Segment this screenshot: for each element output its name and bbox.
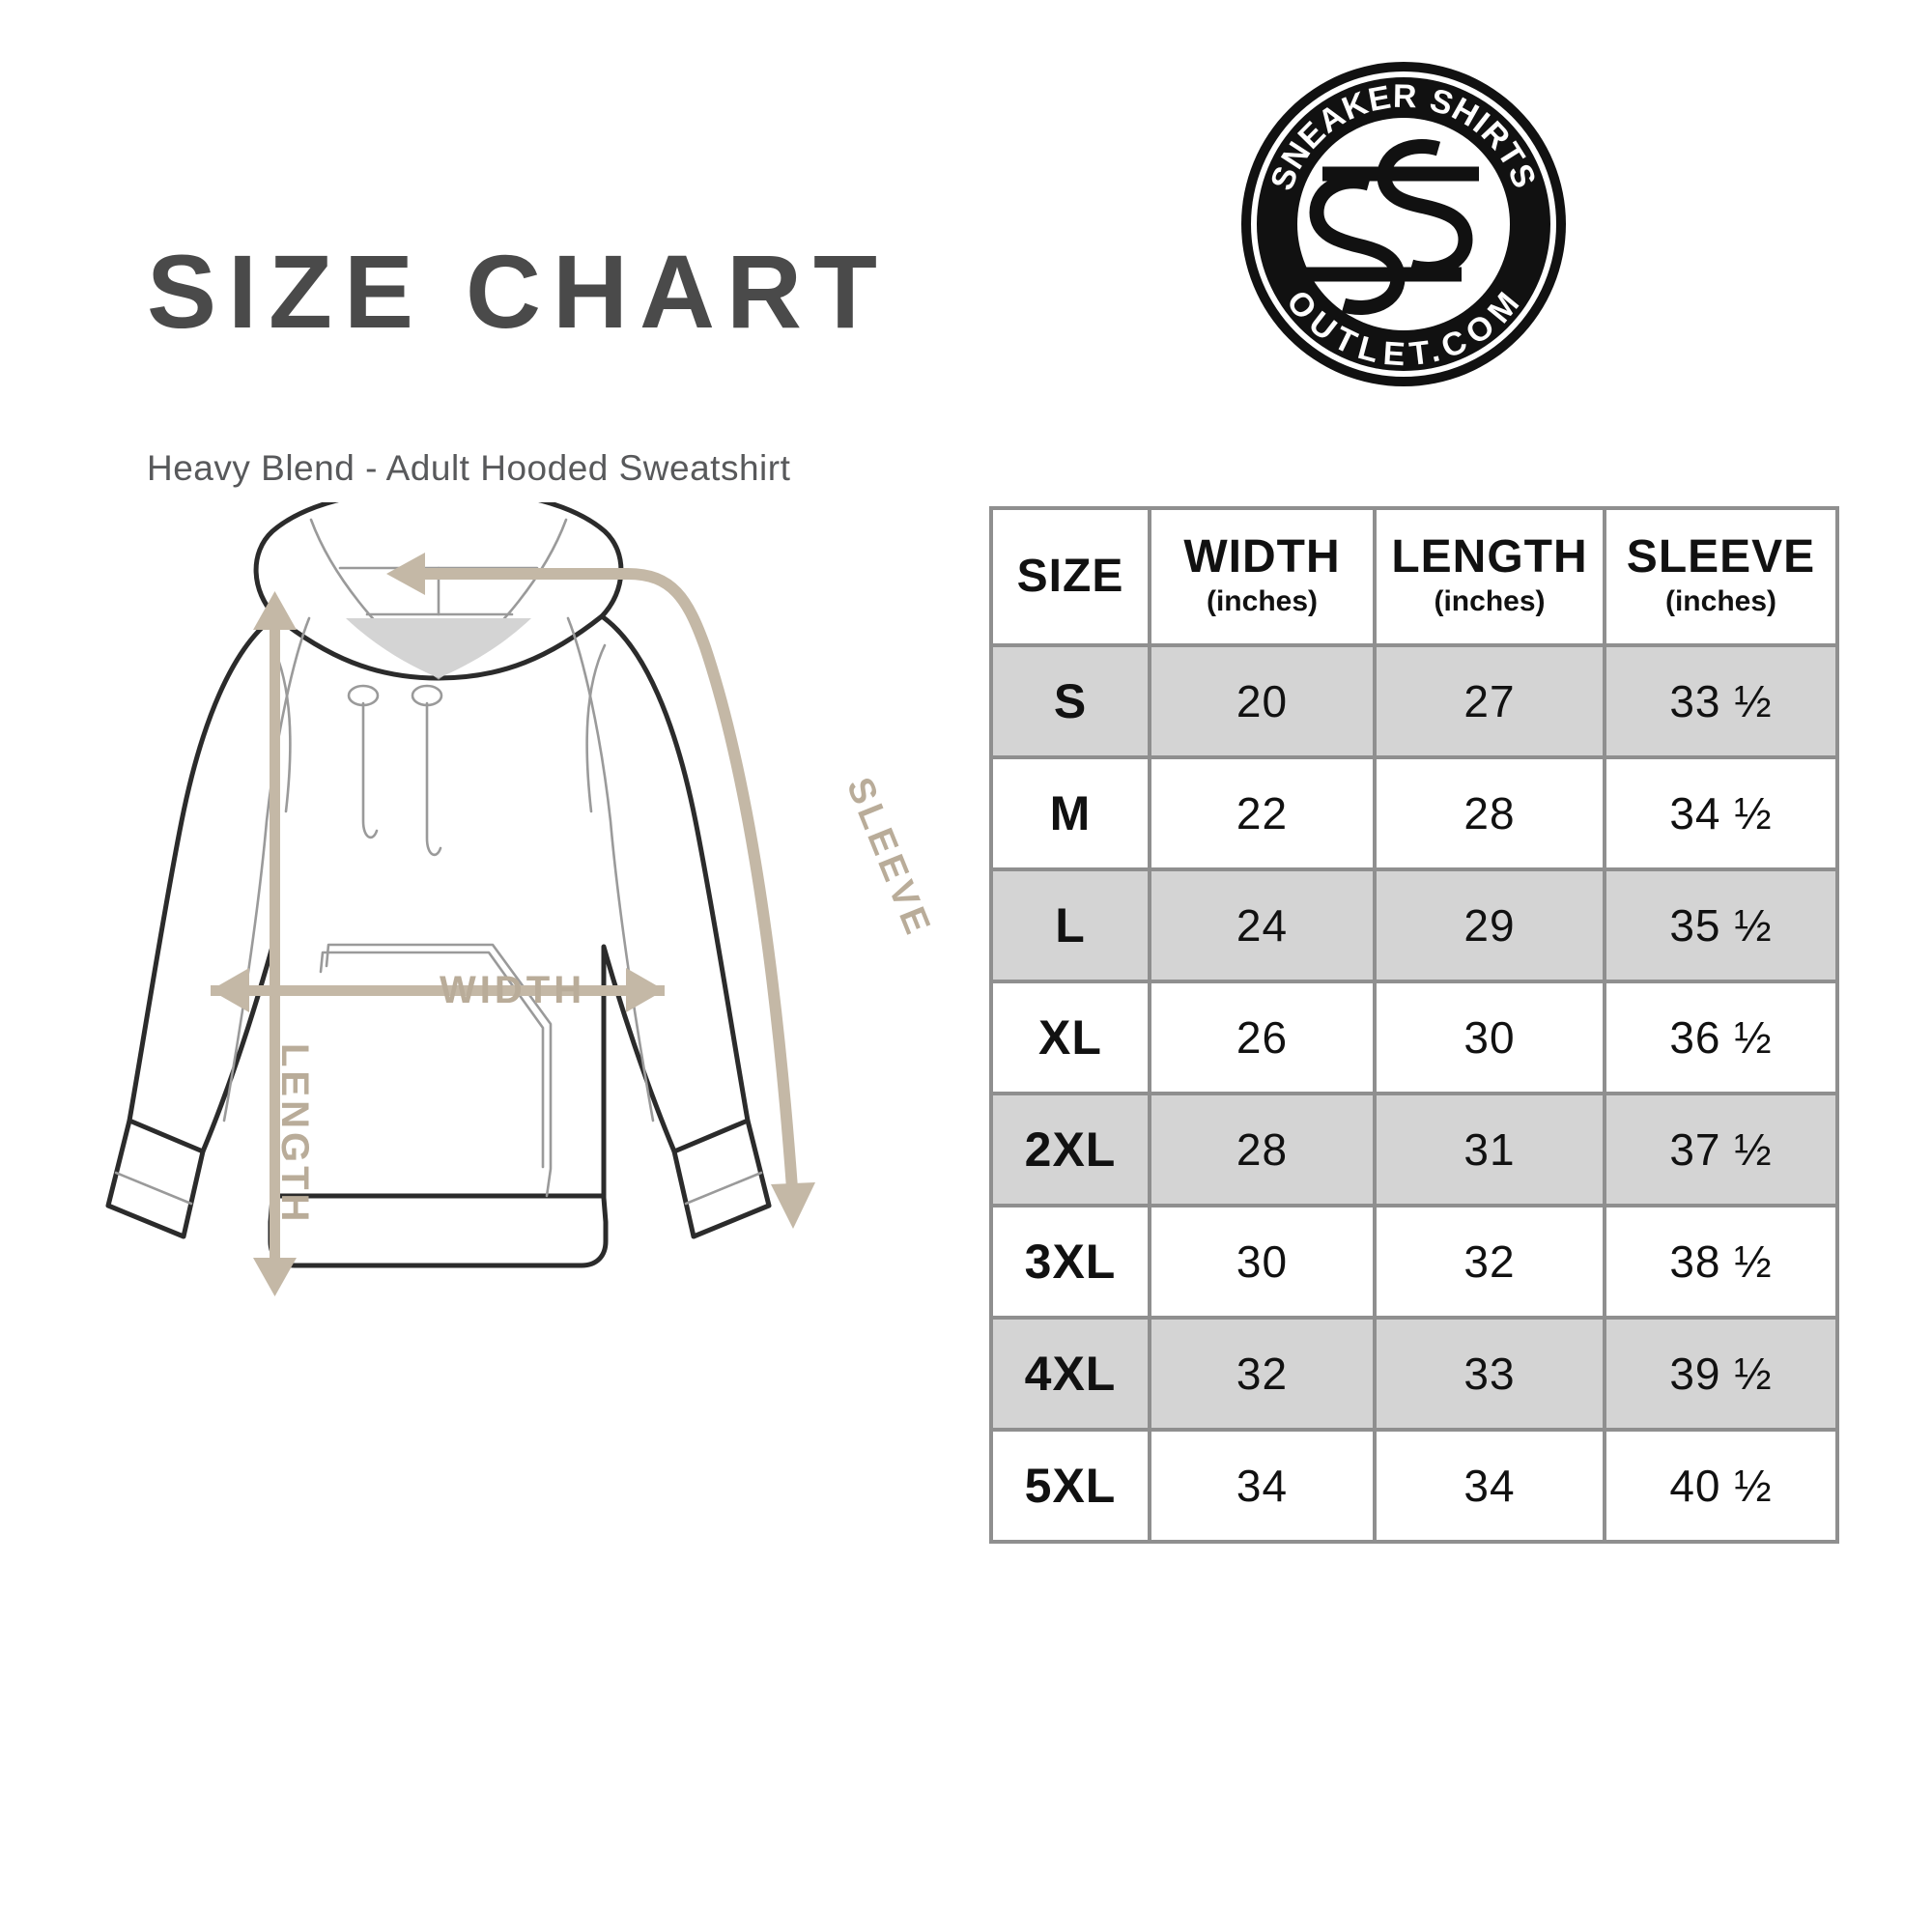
cell-length: 33 (1373, 1316, 1606, 1432)
table-row: 2XL 28 31 37 ½ (989, 1092, 1839, 1208)
shoulder-seam-left (222, 616, 311, 1122)
column-header-length: LENGTH (inches) (1373, 506, 1606, 647)
kangaroo-pocket (319, 943, 553, 1198)
table-row: 3XL 30 32 38 ½ (989, 1204, 1839, 1320)
length-measurement-label: LENGTH (273, 1043, 316, 1226)
hoodie-right-cuff (671, 1118, 772, 1239)
cell-size: 3XL (989, 1204, 1151, 1320)
cell-sleeve: 34 ½ (1603, 755, 1839, 871)
cell-sleeve: 37 ½ (1603, 1092, 1839, 1208)
table-row: 4XL 32 33 39 ½ (989, 1316, 1839, 1432)
page-subtitle: Heavy Blend - Adult Hooded Sweatshirt (147, 448, 791, 488)
right-cuff-inner (684, 1171, 763, 1206)
cell-length: 31 (1373, 1092, 1606, 1208)
cell-length: 28 (1373, 755, 1606, 871)
table-row: L 24 29 35 ½ (989, 867, 1839, 983)
sleeve-arrow (386, 553, 815, 1229)
width-arrow (211, 968, 665, 1012)
column-header-size: SIZE (989, 506, 1151, 647)
hoodie-left-cuff (105, 1118, 206, 1239)
cell-size: 2XL (989, 1092, 1151, 1208)
hood-drawstrings (347, 684, 443, 857)
cell-width: 26 (1148, 980, 1377, 1095)
cell-length: 30 (1373, 980, 1606, 1095)
cell-sleeve: 39 ½ (1603, 1316, 1839, 1432)
cell-width: 22 (1148, 755, 1377, 871)
column-header-sleeve: SLEEVE (inches) (1603, 506, 1839, 647)
size-table: SIZE WIDTH (inches) LENGTH (inches) SLEE… (989, 506, 1839, 1544)
cell-width: 28 (1148, 1092, 1377, 1208)
page-title: SIZE CHART (147, 233, 889, 350)
column-header-length-main: LENGTH (1391, 530, 1588, 582)
cell-width: 24 (1148, 867, 1377, 983)
column-header-width: WIDTH (inches) (1148, 506, 1377, 647)
cell-length: 34 (1373, 1428, 1606, 1544)
table-row: S 20 27 33 ½ (989, 643, 1839, 759)
column-header-length-sub: (inches) (1434, 585, 1546, 618)
width-measurement-label: WIDTH (440, 969, 586, 1011)
cell-size: M (989, 755, 1151, 871)
brand-logo: SNEAKER SHIRTS OUTLET.COM (1239, 60, 1568, 388)
column-header-width-main: WIDTH (1183, 530, 1341, 582)
cell-sleeve: 36 ½ (1603, 980, 1839, 1095)
cell-length: 32 (1373, 1204, 1606, 1320)
cell-size: XL (989, 980, 1151, 1095)
cell-size: 4XL (989, 1316, 1151, 1432)
armhole-right (585, 643, 607, 813)
column-header-sleeve-main: SLEEVE (1626, 530, 1816, 582)
left-cuff-inner (114, 1171, 193, 1206)
cell-sleeve: 33 ½ (1603, 643, 1839, 759)
column-header-width-sub: (inches) (1206, 585, 1319, 618)
size-table-container: SIZE WIDTH (inches) LENGTH (inches) SLEE… (989, 506, 1839, 1544)
table-header-row: SIZE WIDTH (inches) LENGTH (inches) SLEE… (989, 506, 1839, 647)
cell-length: 29 (1373, 867, 1606, 983)
cell-width: 30 (1148, 1204, 1377, 1320)
cell-width: 32 (1148, 1316, 1377, 1432)
table-row: XL 26 30 36 ½ (989, 980, 1839, 1095)
cell-length: 27 (1373, 643, 1606, 759)
shoulder-seam-right (566, 616, 655, 1122)
length-arrow (253, 591, 297, 1296)
cell-size: S (989, 643, 1151, 759)
table-row: 5XL 34 34 40 ½ (989, 1428, 1839, 1544)
cell-sleeve: 35 ½ (1603, 867, 1839, 983)
cell-sleeve: 40 ½ (1603, 1428, 1839, 1544)
measurement-arrows (211, 553, 815, 1296)
neck-opening-fill (346, 618, 531, 678)
column-header-size-main: SIZE (1016, 551, 1124, 603)
cell-width: 20 (1148, 643, 1377, 759)
cell-sleeve: 38 ½ (1603, 1204, 1839, 1320)
cell-width: 34 (1148, 1428, 1377, 1544)
table-row: M 22 28 34 ½ (989, 755, 1839, 871)
logo-monogram-icon (1303, 139, 1479, 315)
cell-size: L (989, 867, 1151, 983)
column-header-sleeve-sub: (inches) (1664, 585, 1777, 618)
hoodie-illustration (87, 502, 985, 1565)
cell-size: 5XL (989, 1428, 1151, 1544)
size-table-body: S 20 27 33 ½ M 22 28 34 ½ L 24 29 35 ½ XL 26 30 36 ½ 2XL… (989, 643, 1839, 1544)
hoodie-body-outline (127, 613, 751, 1268)
